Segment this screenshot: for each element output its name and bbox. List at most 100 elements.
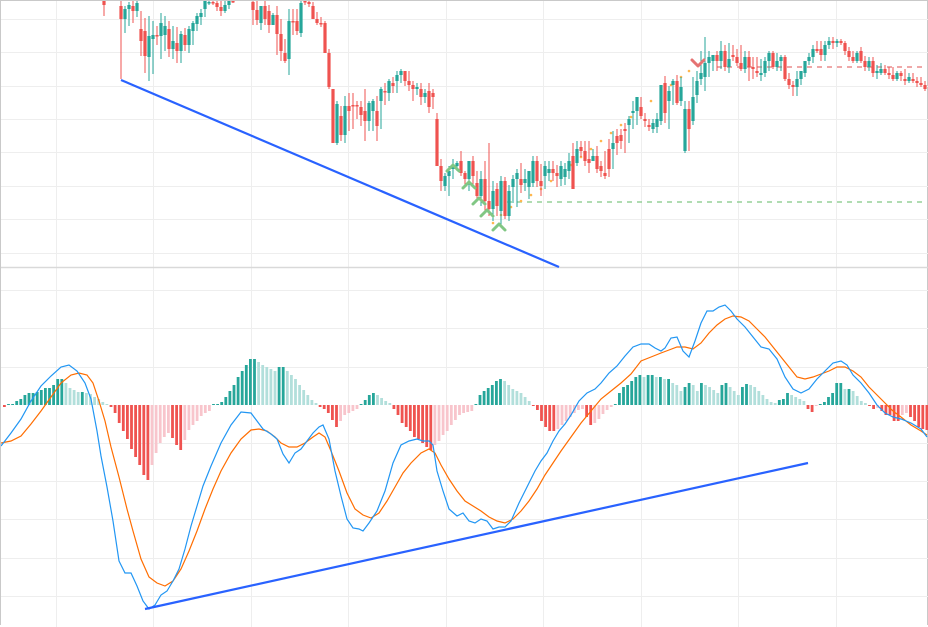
candle-down bbox=[607, 149, 610, 169]
candle-down bbox=[903, 79, 906, 81]
candle-down bbox=[587, 159, 590, 163]
candle-up bbox=[659, 85, 662, 121]
candle-up bbox=[679, 87, 682, 101]
candle-down bbox=[119, 6, 122, 19]
histogram-bar bbox=[835, 383, 838, 405]
histogram-bar bbox=[561, 405, 564, 425]
histogram-bar bbox=[540, 405, 543, 421]
histogram-bar bbox=[294, 379, 297, 405]
histogram-bar bbox=[417, 405, 420, 439]
histogram-bar bbox=[503, 381, 506, 405]
candle-up bbox=[707, 57, 710, 63]
histogram-bar bbox=[442, 405, 445, 435]
histogram-bar bbox=[339, 405, 342, 421]
histogram-bar bbox=[602, 405, 605, 414]
histogram-bar bbox=[712, 390, 715, 405]
candle-down bbox=[787, 79, 790, 85]
buy-signal-chevron-icon bbox=[473, 198, 485, 204]
histogram-bar bbox=[40, 390, 43, 405]
candle-up bbox=[811, 49, 814, 57]
histogram-bar bbox=[315, 403, 318, 405]
histogram-bar bbox=[921, 405, 924, 429]
macd-pane[interactable] bbox=[1, 305, 928, 609]
histogram-bar bbox=[684, 387, 687, 405]
histogram-bar bbox=[183, 405, 186, 440]
histogram-bar bbox=[458, 405, 461, 415]
histogram-bar bbox=[159, 405, 162, 443]
candle-up bbox=[671, 81, 674, 85]
trail-dot bbox=[600, 140, 603, 143]
histogram-bar bbox=[557, 405, 560, 429]
candle-up bbox=[799, 71, 802, 79]
candle-down bbox=[535, 161, 538, 181]
candle-up bbox=[655, 119, 658, 127]
histogram-bar bbox=[700, 383, 703, 405]
candle-up bbox=[395, 75, 398, 81]
candle-down bbox=[323, 23, 326, 53]
histogram-bar bbox=[347, 405, 350, 413]
histogram-bar bbox=[917, 405, 920, 427]
histogram-bar bbox=[114, 405, 117, 413]
candle-down bbox=[435, 119, 438, 166]
candle-down bbox=[687, 109, 690, 129]
candle-down bbox=[839, 41, 842, 43]
histogram-bar bbox=[434, 405, 437, 445]
histogram-bar bbox=[651, 375, 654, 405]
candle-down bbox=[211, 2, 214, 4]
histogram-bar bbox=[770, 402, 773, 405]
histogram-bar bbox=[126, 405, 129, 439]
candle-down bbox=[431, 93, 434, 97]
candle-down bbox=[603, 173, 606, 176]
histogram-bar bbox=[848, 389, 851, 405]
histogram-bar bbox=[548, 405, 551, 431]
price-pane[interactable] bbox=[102, 1, 926, 267]
candle-up bbox=[767, 53, 770, 61]
histogram-bar bbox=[721, 385, 724, 405]
price-trendline[interactable] bbox=[121, 80, 559, 267]
histogram-bar bbox=[634, 377, 637, 405]
macd-trendline[interactable] bbox=[145, 463, 808, 609]
candle-down bbox=[847, 51, 850, 57]
histogram-bar bbox=[552, 405, 555, 431]
histogram-bar bbox=[811, 405, 814, 412]
candle-up bbox=[187, 29, 190, 45]
histogram-bar bbox=[446, 405, 449, 431]
histogram-bar bbox=[516, 391, 519, 405]
candle-up bbox=[491, 191, 494, 209]
horizontal-levels bbox=[507, 67, 925, 202]
histogram-bar bbox=[229, 391, 232, 405]
candle-up bbox=[895, 73, 898, 79]
histogram-bar bbox=[868, 405, 871, 406]
candle-up bbox=[499, 181, 502, 211]
histogram-bar bbox=[462, 405, 465, 413]
histogram-bar bbox=[757, 391, 760, 405]
histogram-bar bbox=[565, 405, 568, 421]
histogram-bar bbox=[598, 405, 601, 419]
trail-dot bbox=[520, 200, 523, 203]
candle-up bbox=[591, 156, 594, 161]
histogram-bar bbox=[511, 389, 514, 405]
sell-signal-chevron-icon bbox=[692, 60, 704, 66]
candle-down bbox=[383, 91, 386, 93]
candle-down bbox=[319, 23, 322, 25]
candle-up bbox=[367, 103, 370, 121]
histogram-bar bbox=[290, 375, 293, 405]
candle-down bbox=[475, 183, 478, 196]
candle-down bbox=[871, 61, 874, 73]
candle-down bbox=[755, 71, 758, 73]
candle-up bbox=[207, 2, 210, 4]
histogram-bar bbox=[544, 405, 547, 427]
histogram-bar bbox=[663, 379, 666, 405]
histogram-bar bbox=[81, 392, 84, 405]
candle-up bbox=[455, 163, 458, 166]
histogram-bar bbox=[233, 385, 236, 405]
histogram-bar bbox=[536, 405, 539, 410]
histogram-bar bbox=[65, 383, 68, 405]
candle-down bbox=[899, 73, 902, 76]
candle-up bbox=[631, 111, 634, 113]
candle-up bbox=[443, 176, 446, 186]
candle-up bbox=[135, 3, 138, 11]
candle-down bbox=[363, 111, 366, 121]
candle-up bbox=[699, 73, 702, 79]
